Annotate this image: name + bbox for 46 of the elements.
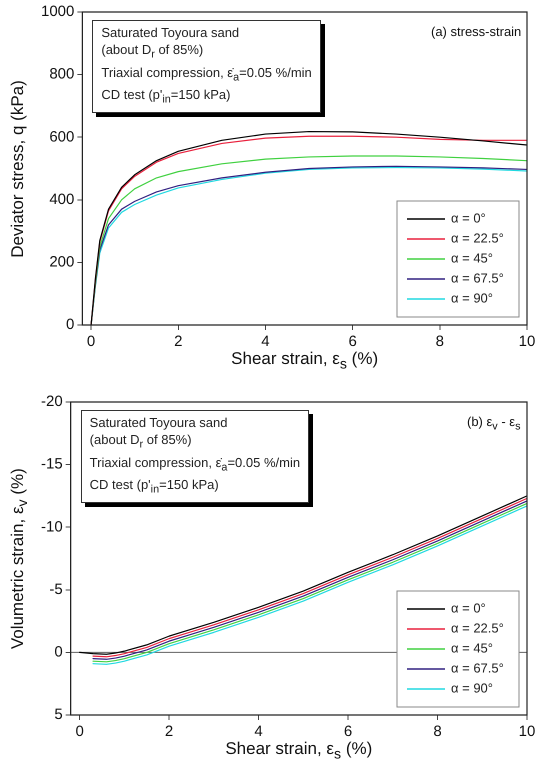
legend-label: α = 22.5°	[451, 620, 504, 636]
x-axis-title: Shear strain, ε$_{s}$ (%)	[225, 739, 372, 762]
annotation: Saturated Toyoura sand	[90, 414, 228, 431]
x-tick-label: 10	[518, 333, 536, 350]
legend-label: α = 45°	[451, 250, 493, 266]
x-tick-label: 4	[261, 333, 270, 350]
y-tick-label: 1000	[40, 3, 74, 20]
annotation: CD test (p'$_{in}$=150 kPa)	[90, 476, 220, 498]
y-tick-label: 800	[49, 66, 74, 83]
x-tick-label: 8	[436, 333, 444, 350]
annotation: Triaxial compression, ε̇$_{a}$=0.05 %/min	[101, 64, 312, 86]
y-tick-label: -20	[40, 393, 63, 410]
text: (b) ε$_{v}$ - ε$_{s}$	[467, 414, 520, 433]
y-tick-label: -10	[40, 518, 63, 536]
y-tick-label: 5	[54, 706, 63, 724]
y-tick-label: 200	[49, 254, 74, 271]
x-tick-label: 0	[86, 333, 96, 350]
x-tick-label: 6	[344, 723, 352, 740]
y-tick-label: 0	[66, 316, 74, 334]
y-tick-label: 600	[49, 128, 74, 146]
legend-label: α = 67.5°	[451, 270, 504, 286]
annotation: (about D$_{r}$ of 85%)	[90, 431, 193, 453]
annotation: Triaxial compression, ε̇$_{a}$=0.05 %/min	[90, 454, 300, 476]
legend-label: α = 90°	[451, 290, 493, 306]
x-axis-title: Shear strain, ε$_{s}$ (%)	[231, 349, 378, 372]
y-tick-label: -5	[49, 580, 63, 598]
y-axis-title: Deviator stress, q (kPa)	[8, 80, 28, 258]
x-tick-label: 6	[348, 333, 357, 350]
legend-label: α = 45°	[451, 640, 493, 656]
y-tick-label: -15	[40, 456, 63, 473]
annotation: (about D$_{r}$ of 85%)	[101, 41, 204, 63]
x-tick-label: 8	[433, 723, 442, 740]
x-tick-label: 10	[518, 723, 536, 740]
legend-label: α = 0°	[451, 210, 486, 226]
x-tick-label: 4	[254, 723, 263, 740]
text: (a) stress-strain	[431, 24, 522, 39]
annotation: Saturated Toyoura sand	[101, 24, 240, 41]
x-tick-label: 2	[164, 723, 174, 740]
legend-label: α = 67.5°	[451, 660, 504, 676]
y-tick-label: 400	[49, 190, 74, 208]
annotation: CD test (p'$_{in}$=150 kPa)	[101, 86, 232, 108]
y-tick-label: 0	[54, 644, 63, 661]
x-tick-label: 2	[174, 333, 182, 350]
legend-label: α = 22.5°	[451, 230, 504, 246]
legend-label: α = 90°	[451, 680, 493, 696]
legend-label: α = 0°	[451, 600, 486, 616]
